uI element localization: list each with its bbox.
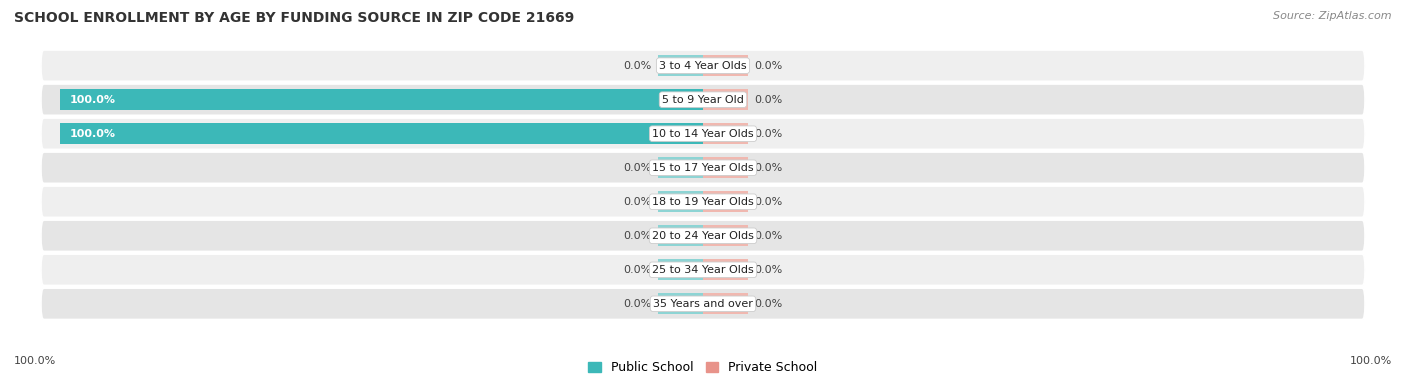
Bar: [703, 157, 748, 178]
Text: 3 to 4 Year Olds: 3 to 4 Year Olds: [659, 61, 747, 70]
Text: 0.0%: 0.0%: [755, 265, 783, 275]
Text: 0.0%: 0.0%: [623, 299, 651, 309]
Text: 25 to 34 Year Olds: 25 to 34 Year Olds: [652, 265, 754, 275]
Text: 35 Years and over: 35 Years and over: [652, 299, 754, 309]
Text: 15 to 17 Year Olds: 15 to 17 Year Olds: [652, 163, 754, 173]
Bar: [60, 89, 703, 110]
Text: 18 to 19 Year Olds: 18 to 19 Year Olds: [652, 197, 754, 207]
Text: 0.0%: 0.0%: [755, 163, 783, 173]
Text: 100.0%: 100.0%: [14, 356, 56, 366]
Text: 20 to 24 Year Olds: 20 to 24 Year Olds: [652, 231, 754, 241]
FancyBboxPatch shape: [41, 50, 1365, 81]
Text: 0.0%: 0.0%: [623, 231, 651, 241]
Text: 10 to 14 Year Olds: 10 to 14 Year Olds: [652, 129, 754, 139]
Text: 0.0%: 0.0%: [623, 265, 651, 275]
Bar: [60, 123, 703, 144]
Legend: Public School, Private School: Public School, Private School: [583, 356, 823, 377]
Text: 100.0%: 100.0%: [1350, 356, 1392, 366]
Bar: [703, 225, 748, 246]
Bar: [658, 225, 703, 246]
Bar: [703, 55, 748, 76]
Bar: [658, 157, 703, 178]
Bar: [658, 55, 703, 76]
Bar: [658, 259, 703, 280]
Text: 0.0%: 0.0%: [755, 61, 783, 70]
Text: 0.0%: 0.0%: [623, 197, 651, 207]
FancyBboxPatch shape: [41, 186, 1365, 218]
Text: 0.0%: 0.0%: [755, 299, 783, 309]
Text: 0.0%: 0.0%: [623, 163, 651, 173]
FancyBboxPatch shape: [41, 220, 1365, 251]
Bar: [658, 191, 703, 212]
Text: 0.0%: 0.0%: [623, 61, 651, 70]
Bar: [703, 123, 748, 144]
FancyBboxPatch shape: [41, 84, 1365, 115]
Text: 100.0%: 100.0%: [70, 129, 115, 139]
FancyBboxPatch shape: [41, 288, 1365, 319]
Text: 0.0%: 0.0%: [755, 95, 783, 105]
Text: SCHOOL ENROLLMENT BY AGE BY FUNDING SOURCE IN ZIP CODE 21669: SCHOOL ENROLLMENT BY AGE BY FUNDING SOUR…: [14, 11, 574, 25]
FancyBboxPatch shape: [41, 254, 1365, 285]
FancyBboxPatch shape: [41, 152, 1365, 183]
Bar: [703, 259, 748, 280]
Text: 100.0%: 100.0%: [70, 95, 115, 105]
Text: 0.0%: 0.0%: [755, 197, 783, 207]
Bar: [703, 89, 748, 110]
Text: 0.0%: 0.0%: [755, 231, 783, 241]
Bar: [703, 293, 748, 314]
Bar: [658, 293, 703, 314]
Text: Source: ZipAtlas.com: Source: ZipAtlas.com: [1274, 11, 1392, 21]
Text: 0.0%: 0.0%: [755, 129, 783, 139]
Text: 5 to 9 Year Old: 5 to 9 Year Old: [662, 95, 744, 105]
FancyBboxPatch shape: [41, 118, 1365, 149]
Bar: [703, 191, 748, 212]
